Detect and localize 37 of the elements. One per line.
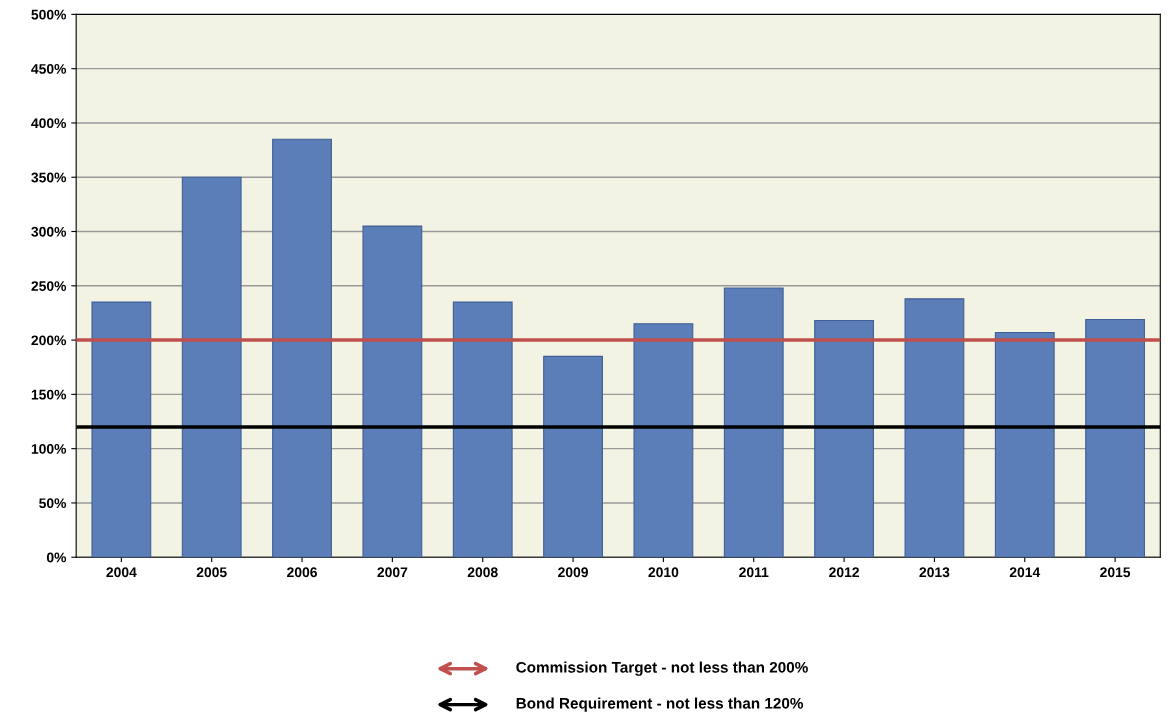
y-tick-label: 500% bbox=[31, 9, 67, 20]
x-tick-label: 2005 bbox=[196, 567, 227, 578]
y-tick-label: 50% bbox=[39, 498, 67, 509]
x-tick-label: 2013 bbox=[919, 567, 950, 578]
legend-label: Commission Target - not less than 200% bbox=[516, 661, 808, 676]
x-tick-label: 2012 bbox=[829, 567, 859, 578]
bar bbox=[723, 287, 784, 558]
x-tick-label: 2004 bbox=[106, 567, 137, 578]
y-tick-label: 300% bbox=[31, 226, 67, 237]
bar bbox=[181, 176, 242, 558]
bar bbox=[543, 355, 603, 558]
bar bbox=[814, 319, 875, 558]
y-tick-label: 250% bbox=[31, 281, 67, 291]
bar bbox=[904, 298, 965, 558]
bar bbox=[994, 331, 1055, 558]
legend-label: Bond Requirement - not less than 120% bbox=[516, 697, 804, 712]
y-tick-label: 350% bbox=[31, 172, 67, 183]
y-tick-label: 400% bbox=[31, 118, 67, 129]
x-tick-label: 2011 bbox=[739, 567, 769, 578]
x-tick-label: 2015 bbox=[1100, 567, 1131, 578]
x-tick-label: 2008 bbox=[467, 567, 498, 578]
bar bbox=[452, 301, 513, 558]
y-tick-label: 150% bbox=[31, 389, 67, 400]
bar bbox=[633, 323, 694, 558]
bar bbox=[362, 225, 423, 558]
y-tick-label: 450% bbox=[31, 64, 67, 74]
x-tick-label: 2009 bbox=[558, 567, 588, 578]
x-tick-label: 2007 bbox=[377, 567, 408, 578]
x-tick-label: 2014 bbox=[1009, 567, 1041, 578]
y-tick-label: 0% bbox=[46, 552, 67, 563]
bar bbox=[1085, 318, 1146, 558]
x-tick-label: 2006 bbox=[287, 567, 317, 578]
bar bbox=[91, 301, 152, 558]
y-tick-label: 200% bbox=[31, 335, 67, 346]
y-tick-label: 100% bbox=[31, 443, 67, 454]
bar bbox=[272, 138, 332, 558]
x-tick-label: 2010 bbox=[648, 567, 679, 578]
